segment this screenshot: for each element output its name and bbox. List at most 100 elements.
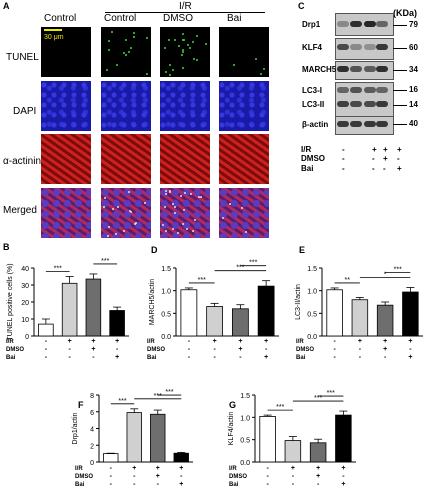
chart-b-condition-sign-0-1: + — [68, 338, 72, 345]
chart-g-condition-label-1: DMSO — [229, 474, 247, 480]
chart-e-sig-label-2: *** — [394, 266, 402, 273]
chart-f-bar-2 — [150, 413, 166, 463]
kda-tick-2 — [393, 70, 407, 71]
micrograph-merged-3 — [160, 188, 210, 238]
chart-d-condition-sign-1-2: + — [238, 346, 242, 353]
blot-sign-2-0: - — [342, 164, 345, 173]
micrograph-dapi-1 — [41, 81, 91, 131]
band-label-0: Drp1 — [302, 20, 321, 29]
row-label-dapi: DAPI — [13, 106, 37, 117]
chart-e-sig-label-0: ** — [345, 277, 351, 284]
chart-f-tick-label-4: 8 — [90, 393, 94, 400]
kda-unit-label: (KDa) — [393, 8, 417, 18]
chart-e-condition-sign-1-1: - — [359, 346, 362, 353]
chart-g-condition-sign-0-0: - — [266, 465, 269, 472]
blot-sign-2-3: + — [397, 164, 402, 173]
micrograph-dapi-2 — [101, 81, 151, 131]
chart-g-condition-sign-1-3: - — [342, 473, 345, 480]
chart-f-condition-sign-0-1: + — [132, 465, 136, 472]
chart-g-condition-sign-2-2: - — [317, 481, 320, 488]
chart-f-tick-label-0: 0 — [90, 460, 94, 467]
chart-d-condition-label-1: DMSO — [147, 347, 165, 353]
band-label-3: LC3-I — [302, 86, 322, 95]
kda-marker-5: 40 — [409, 119, 418, 128]
kda-tick-5 — [393, 124, 407, 125]
chart-d-condition-label-0: I/R — [147, 339, 155, 345]
micrograph-tunel-1 — [41, 27, 91, 77]
blot-sign-1-2: + — [383, 154, 388, 163]
chart-e-bar-0 — [326, 289, 343, 337]
chart-e-tick-label-1: 0.5 — [307, 311, 317, 318]
chart-f-condition-label-1: DMSO — [75, 474, 93, 480]
chart-f-tick-label-3: 6 — [90, 410, 94, 417]
chart-f-condition-sign-0-2: + — [156, 465, 160, 472]
chart-e-condition-sign-2-1: - — [359, 354, 362, 361]
kda-tick-4 — [393, 105, 407, 106]
micrograph-tunel-2 — [101, 27, 151, 77]
micrograph-dapi-4 — [219, 81, 269, 131]
chart-e-tick-label-3: 1.5 — [307, 266, 317, 273]
blot-sign-1-1: - — [372, 154, 375, 163]
blot-sign-2-1: - — [372, 164, 375, 173]
kda-tick-3 — [393, 90, 407, 91]
kda-tick-0 — [393, 25, 407, 26]
chart-g-tick-label-1: 0.5 — [240, 438, 250, 445]
chart-e-tick-label-0: 0.0 — [307, 334, 317, 341]
micrograph-merged-2 — [101, 188, 151, 238]
chart-g-sig-label-0: *** — [276, 404, 284, 411]
chart-b-condition-sign-2-0: - — [45, 354, 48, 361]
chart-b-condition-sign-1-0: - — [45, 346, 48, 353]
column-label-bai: Bai — [227, 13, 242, 24]
chart-f-tick-label-1: 2 — [90, 443, 94, 450]
band-2-lane-4 — [376, 66, 388, 72]
chart-f-condition-sign-1-3: - — [180, 473, 183, 480]
blot-sign-0-2: + — [383, 145, 388, 154]
chart-b-tick-label-1: 10 — [21, 317, 29, 324]
chart-e-condition-sign-0-3: + — [408, 338, 412, 345]
band-label-5: β-actin — [302, 120, 329, 129]
chart-e-condition-label-0: I/R — [296, 339, 304, 345]
chart-b-condition-sign-2-1: - — [68, 354, 71, 361]
chart-e-condition-sign-1-2: + — [383, 346, 387, 353]
chart-e-condition-sign-2-2: - — [384, 354, 387, 361]
chart-d-condition-sign-0-0: - — [188, 338, 191, 345]
chart-b-condition-sign-0-3: + — [115, 338, 119, 345]
chart-d-sig-label-0: *** — [198, 277, 206, 284]
chart-d-condition-sign-0-2: + — [238, 338, 242, 345]
chart-f-ylabel: Drp1/actin — [72, 412, 79, 444]
kda-marker-1: 60 — [409, 43, 418, 52]
chart-g-condition-label-2: Bai — [229, 482, 239, 488]
band-4-lane-1 — [337, 101, 349, 107]
chart-e-condition-sign-2-0: - — [333, 354, 336, 361]
chart-e-condition-label-2: Bai — [296, 355, 306, 361]
chart-b-ylabel: TUNEL positive cells (%) — [7, 263, 14, 340]
chart-d-condition-sign-1-0: - — [188, 346, 191, 353]
chart-b-condition-sign-0-0: - — [45, 338, 48, 345]
chart-b-condition-sign-1-2: + — [91, 346, 95, 353]
panel-label-f: F — [78, 400, 84, 410]
chart-e-bar-2 — [376, 304, 394, 337]
band-5-lane-1 — [337, 121, 349, 127]
chart-d-ylabel: MARCH5/actin — [149, 279, 156, 325]
blot-sign-0-3: + — [397, 145, 402, 154]
band-4-lane-4 — [376, 101, 388, 107]
chart-b-condition-sign-2-2: - — [92, 354, 95, 361]
chart-f-condition-sign-2-2: - — [157, 481, 160, 488]
chart-b-condition-sign-2-3: + — [115, 354, 119, 361]
blot-condition-bai: Bai — [301, 164, 314, 173]
blot-sign-0-1: + — [372, 145, 377, 154]
blot-strip-1 — [335, 38, 394, 60]
chart-f-bar-3 — [173, 452, 189, 463]
chart-b-tick-label-0: 0 — [25, 334, 29, 341]
chart-g-condition-sign-1-2: + — [316, 473, 320, 480]
chart-f-condition-label-2: Bai — [75, 482, 85, 488]
chart-d-condition-sign-2-3: + — [264, 354, 268, 361]
kda-marker-0: 79 — [409, 20, 418, 29]
chart-g-condition-sign-0-3: + — [341, 465, 345, 472]
band-4-lane-2 — [350, 101, 362, 107]
chart-f-condition-sign-0-0: - — [110, 465, 113, 472]
chart-g-condition-sign-1-1: - — [292, 473, 295, 480]
micrograph-dapi-3 — [160, 81, 210, 131]
chart-e-condition-sign-0-2: + — [383, 338, 387, 345]
